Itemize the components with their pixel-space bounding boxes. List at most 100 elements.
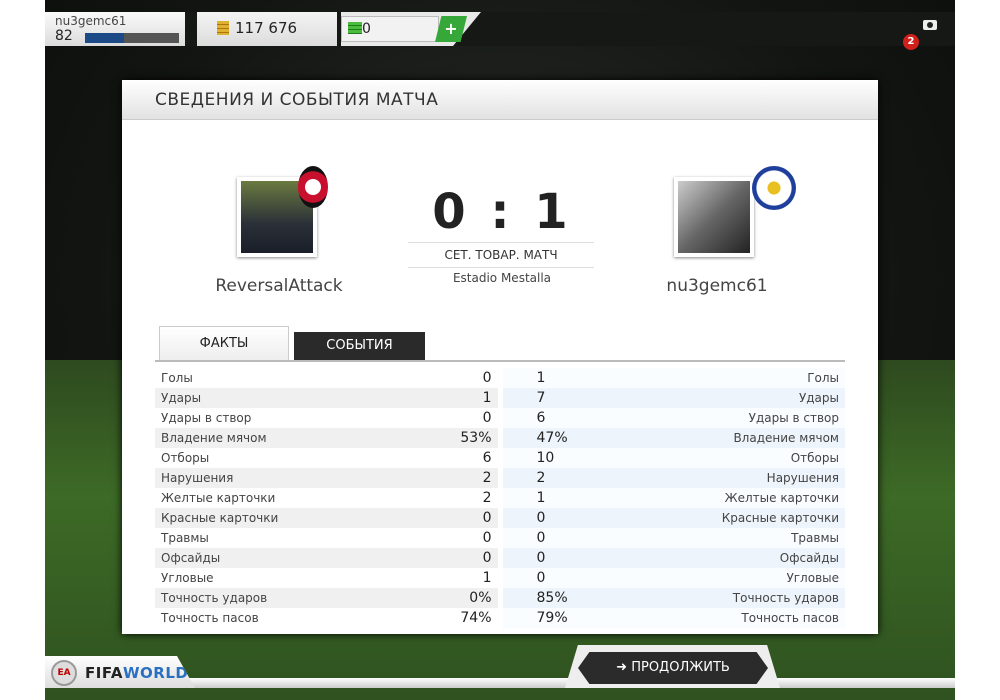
home-stat-value: 0% (469, 590, 492, 606)
away-stat-value: 2 (536, 470, 546, 486)
home-club-crest-icon (298, 166, 328, 208)
match-details-panel: СВЕДЕНИЯ И СОБЫТИЯ МАТЧА ReversalAttack … (122, 80, 878, 634)
ea-sports-logo-icon: EA (51, 660, 77, 686)
stat-label: Травмы (791, 531, 839, 545)
user-level: 82 (55, 28, 73, 44)
user-info[interactable]: nu3gemc61 82 (45, 12, 185, 46)
home-stat-value: 6 (482, 450, 492, 466)
home-stat: Желтые карточки 2 (155, 488, 498, 508)
stat-label: Голы (161, 371, 193, 385)
away-stat-value: 0 (536, 510, 546, 526)
notification-badge[interactable]: 2 (903, 34, 919, 50)
home-stat-value: 0 (482, 510, 492, 526)
home-stat: Точность ударов 0% (155, 588, 498, 608)
add-funds-button[interactable]: + (435, 16, 467, 42)
stat-label: Желтые карточки (724, 491, 839, 505)
away-stat-value: 1 (536, 490, 546, 506)
stat-row: Желтые карточки 2 1 Желтые карточки (155, 488, 845, 508)
match-type: СЕТ. ТОВАР. МАТЧ (408, 242, 594, 268)
right-margin (955, 0, 1000, 700)
stat-row: Точность ударов 0% 85% Точность ударов (155, 588, 845, 608)
home-stat-value: 0 (482, 530, 492, 546)
away-avatar (674, 177, 754, 257)
stat-row: Нарушения 2 2 Нарушения (155, 468, 845, 488)
username: nu3gemc61 (55, 14, 127, 28)
home-stat: Удары 1 (155, 388, 498, 408)
stat-label: Офсайды (779, 551, 839, 565)
tab-events[interactable]: СОБЫТИЯ (294, 332, 425, 360)
coins-icon (217, 21, 229, 35)
home-stat-value: 0 (482, 550, 492, 566)
xp-progress-fill (85, 33, 125, 43)
home-stat: Красные карточки 0 (155, 508, 498, 528)
stat-row: Голы 0 1 Голы (155, 368, 845, 388)
stat-label: Красные карточки (721, 511, 839, 525)
home-stat: Нарушения 2 (155, 468, 498, 488)
stat-label: Точность пасов (741, 611, 839, 625)
stat-row: Владение мячом 53% 47% Владение мячом (155, 428, 845, 448)
home-stat: Отборы 6 (155, 448, 498, 468)
away-stat-value: 0 (536, 530, 546, 546)
stat-label: Точность пасов (161, 611, 259, 625)
away-player-name: nu3gemc61 (666, 276, 768, 296)
away-stat-value: 0 (536, 570, 546, 586)
stat-row: Точность пасов 74% 79% Точность пасов (155, 608, 845, 628)
stat-row: Удары 1 7 Удары (155, 388, 845, 408)
home-stat-value: 1 (482, 570, 492, 586)
stat-label: Отборы (161, 451, 210, 465)
away-stat-value: 85% (536, 590, 568, 606)
stat-row: Офсайды 0 0 Офсайды (155, 548, 845, 568)
stat-label: Травмы (161, 531, 209, 545)
stat-label: Красные карточки (161, 511, 279, 525)
home-stat-value: 53% (460, 430, 492, 446)
stat-label: Нарушения (161, 471, 234, 485)
home-player-name: ReversalAttack (215, 276, 343, 296)
away-stat-value: 7 (536, 390, 546, 406)
panel-title: СВЕДЕНИЯ И СОБЫТИЯ МАТЧА (122, 80, 878, 120)
home-stat-value: 0 (482, 370, 492, 386)
continue-label: ПРОДОЛЖИТЬ (631, 660, 730, 675)
stat-label: Владение мячом (733, 431, 839, 445)
stat-row: Отборы 6 10 Отборы (155, 448, 845, 468)
stats-table: Голы 0 1 Голы Удары 1 7 Удары Удары в створ 0 6 Уда… (155, 368, 845, 628)
home-stat: Угловые 1 (155, 568, 498, 588)
stat-label: Точность ударов (732, 591, 839, 605)
home-stat: Точность пасов 74% (155, 608, 498, 628)
top-bar: nu3gemc61 82 117 676 0 + 2 (45, 12, 955, 50)
home-stat-value: 2 (482, 470, 492, 486)
stat-label: Угловые (161, 571, 214, 585)
stat-label: Угловые (786, 571, 839, 585)
stat-label: Голы (807, 371, 839, 385)
tab-divider (155, 360, 845, 362)
home-stat-value: 1 (482, 390, 492, 406)
stat-label: Удары (161, 391, 202, 405)
away-stat: 0 Травмы (502, 528, 845, 548)
away-stat: 0 Красные карточки (502, 508, 845, 528)
stat-label: Удары (798, 391, 839, 405)
away-stat-value: 47% (536, 430, 568, 446)
stat-row: Удары в створ 0 6 Удары в створ (155, 408, 845, 428)
away-stat: 1 Желтые карточки (502, 488, 845, 508)
away-stat: 2 Нарушения (502, 468, 845, 488)
footer-bar (45, 678, 955, 688)
home-stat: Владение мячом 53% (155, 428, 498, 448)
stat-label: Офсайды (161, 551, 221, 565)
away-stat: 79% Точность пасов (502, 608, 845, 628)
home-stat: Травмы 0 (155, 528, 498, 548)
away-stat: 85% Точность ударов (502, 588, 845, 608)
away-stat: 6 Удары в створ (502, 408, 845, 428)
coins-balance: 117 676 (197, 12, 337, 46)
away-stat-value: 79% (536, 610, 568, 626)
away-stat: 1 Голы (502, 368, 845, 388)
fifa-world-logo: EA FIFAWORLD (45, 656, 195, 688)
stat-label: Точность ударов (161, 591, 268, 605)
camera-icon[interactable] (923, 20, 937, 30)
home-stat-value: 0 (482, 410, 492, 426)
continue-button[interactable]: ➜ ПРОДОЛЖИТЬ (578, 652, 768, 684)
away-stat: 47% Владение мячом (502, 428, 845, 448)
home-stat-value: 2 (482, 490, 492, 506)
tab-facts[interactable]: ФАКТЫ (159, 326, 289, 360)
match-score: 0 : 1 (432, 184, 572, 240)
home-stat: Голы 0 (155, 368, 498, 388)
stat-row: Угловые 1 0 Угловые (155, 568, 845, 588)
